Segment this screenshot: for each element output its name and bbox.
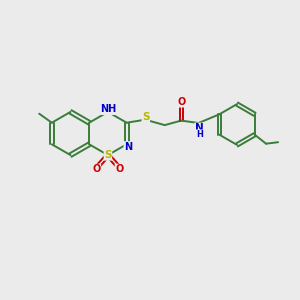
- Text: S: S: [104, 150, 112, 160]
- Text: O: O: [92, 164, 101, 174]
- Text: O: O: [177, 97, 185, 107]
- Text: H: H: [196, 130, 203, 139]
- Text: N: N: [195, 123, 204, 133]
- Text: O: O: [115, 164, 123, 174]
- Text: S: S: [142, 112, 150, 122]
- Text: NH: NH: [100, 104, 116, 115]
- Text: N: N: [124, 142, 132, 152]
